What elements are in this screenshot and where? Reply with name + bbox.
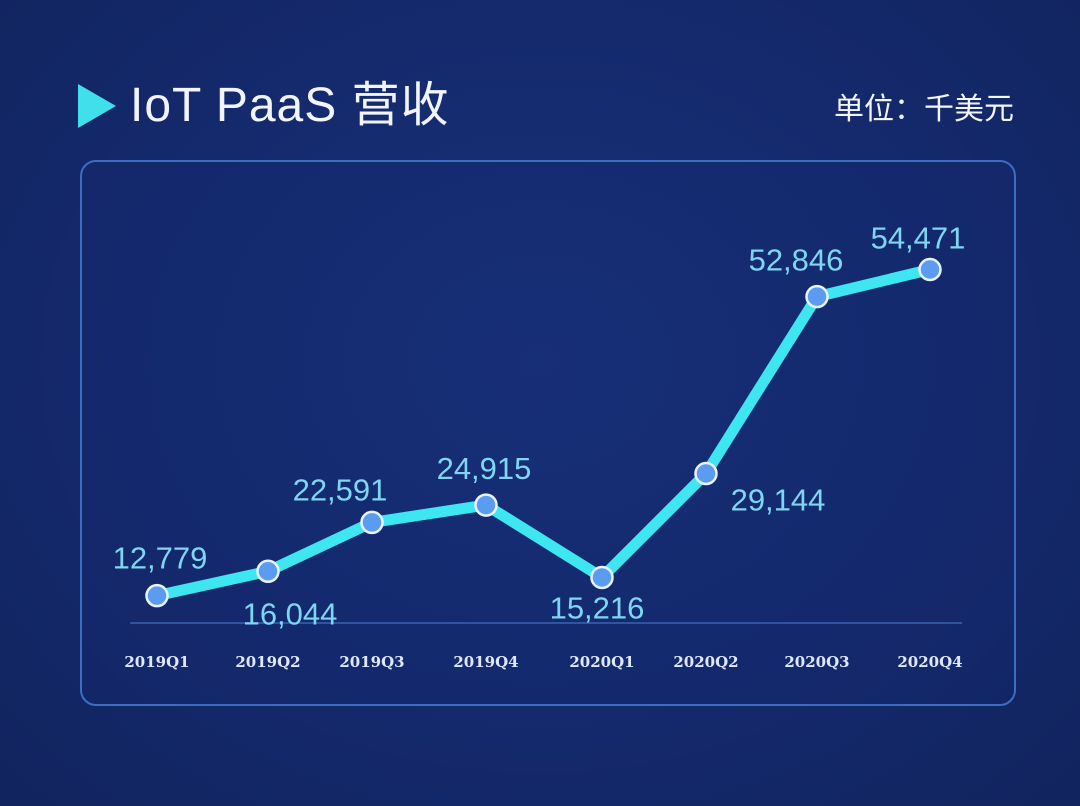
x-tick-label-2020Q2: 2020Q2: [673, 653, 738, 671]
x-tick-label-2020Q1: 2020Q1: [569, 653, 634, 671]
x-tick-label-2020Q3: 2020Q3: [784, 653, 849, 671]
series-line: [151, 264, 936, 602]
data-point-2020Q4: [918, 257, 942, 282]
data-label-2020Q3: 52,846: [749, 243, 844, 278]
data-point-2020Q3: [805, 284, 829, 309]
x-tick-label-2020Q4: 2020Q4: [897, 653, 962, 671]
chart-title: IoT PaaS 营收: [130, 79, 450, 132]
x-tick-label-2019Q3: 2019Q3: [339, 653, 404, 671]
data-point-2019Q3: [360, 510, 384, 535]
data-label-2019Q4: 24,915: [437, 451, 532, 486]
data-point-2020Q1: [590, 565, 614, 590]
data-point-2020Q2: [694, 461, 718, 486]
x-tick-label-2019Q2: 2019Q2: [235, 653, 300, 671]
data-point-2019Q2: [256, 559, 280, 584]
data-label-2019Q2: 16,044: [243, 596, 338, 631]
data-point-2019Q1: [145, 583, 169, 608]
x-tick-label-2019Q4: 2019Q4: [453, 653, 518, 671]
data-label-2019Q1: 12,779: [113, 541, 208, 576]
data-label-2019Q3: 22,591: [293, 472, 388, 507]
unit-label: 单位：千美元: [834, 93, 1014, 126]
data-label-2020Q4: 54,471: [871, 221, 966, 256]
x-tick-label-2019Q1: 2019Q1: [124, 653, 189, 671]
chart-panel: [80, 160, 1016, 706]
title-arrow-icon: [78, 84, 116, 128]
data-point-2019Q4: [474, 493, 498, 517]
data-label-2020Q2: 29,144: [731, 483, 826, 518]
data-label-2020Q1: 15,216: [550, 590, 645, 625]
